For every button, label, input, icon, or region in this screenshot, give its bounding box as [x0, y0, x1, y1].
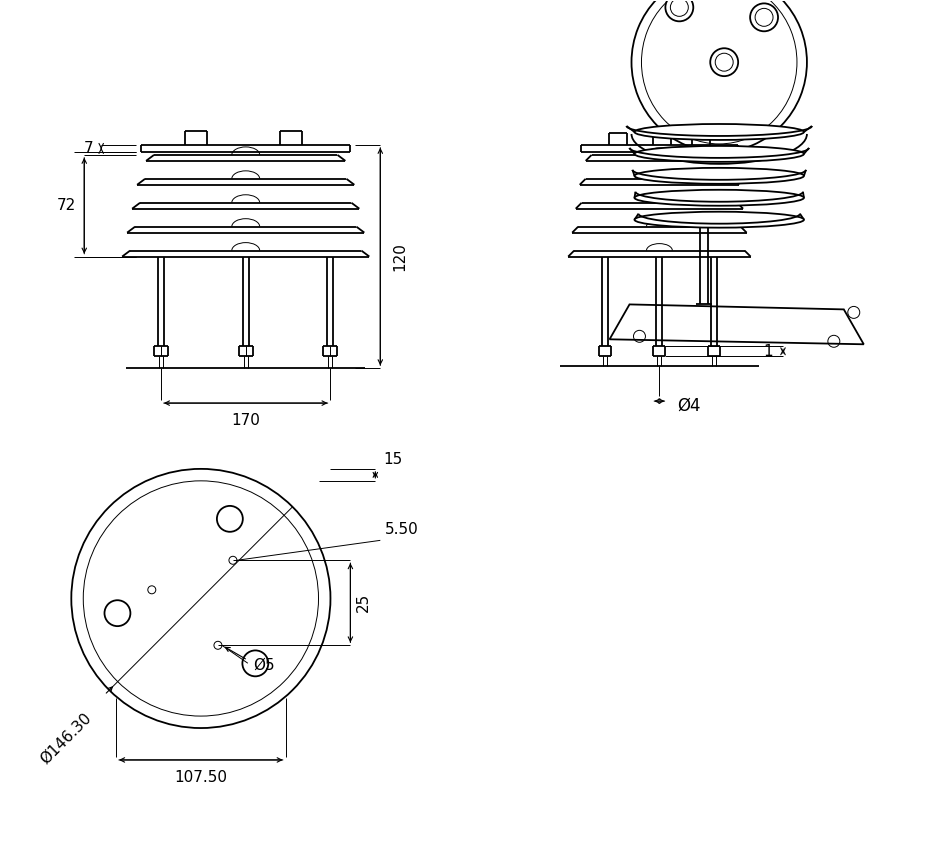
Text: Ø4: Ø4: [677, 397, 701, 415]
Text: 170: 170: [231, 413, 260, 428]
Circle shape: [750, 3, 778, 31]
Circle shape: [711, 48, 738, 76]
Text: Ø5: Ø5: [253, 658, 275, 673]
Polygon shape: [610, 304, 864, 344]
Text: 25: 25: [355, 594, 370, 613]
Text: Ø146.30: Ø146.30: [38, 710, 94, 766]
Text: 72: 72: [57, 198, 76, 213]
Text: 107.50: 107.50: [175, 770, 227, 785]
Text: 7: 7: [84, 141, 93, 156]
Circle shape: [665, 0, 694, 22]
Circle shape: [755, 9, 773, 26]
Text: 1: 1: [764, 344, 773, 359]
Ellipse shape: [635, 190, 804, 206]
Ellipse shape: [635, 168, 804, 184]
Ellipse shape: [635, 146, 804, 162]
Circle shape: [715, 54, 733, 71]
Text: 5.50: 5.50: [386, 523, 419, 537]
Circle shape: [671, 0, 689, 16]
Text: 15: 15: [383, 452, 403, 467]
Text: 120: 120: [392, 242, 408, 271]
Ellipse shape: [635, 124, 804, 140]
Ellipse shape: [635, 212, 804, 227]
